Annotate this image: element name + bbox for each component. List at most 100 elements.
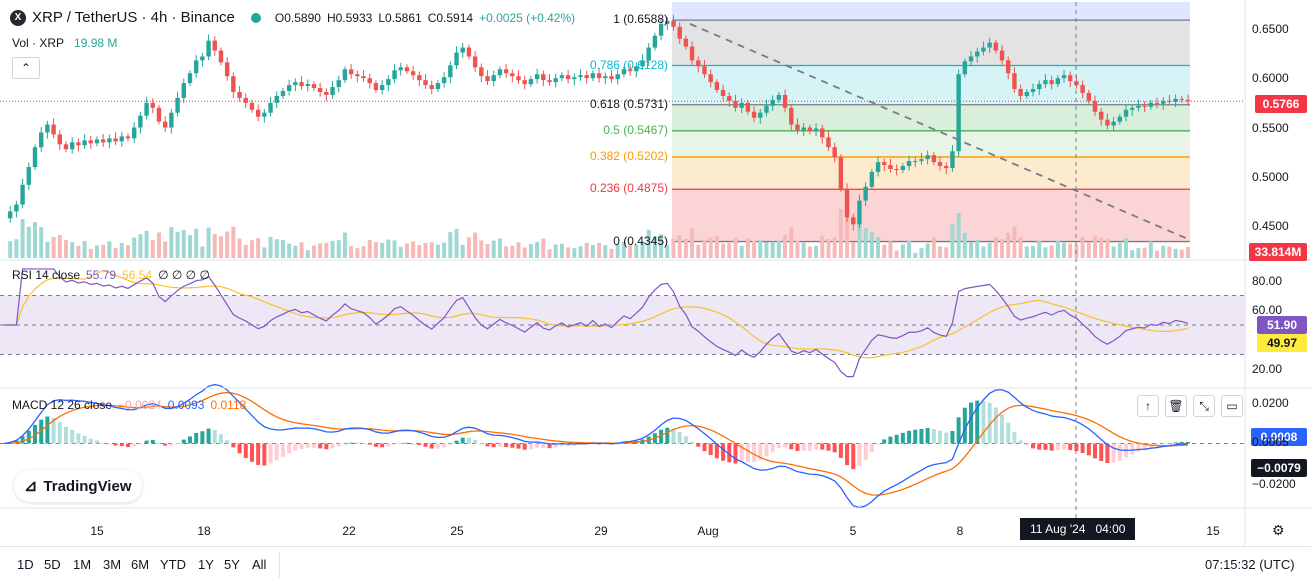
volume-bar [659,234,664,258]
macd-histogram-bar [510,443,515,448]
candle-body [491,75,496,82]
macd-histogram-bar [975,400,980,444]
macd-histogram-bar [256,443,261,465]
rsi-extra-values: ∅ ∅ ∅ ∅ [158,268,210,282]
candle-body [758,112,763,118]
candle-body [522,80,527,85]
macd-histogram-bar [311,443,316,448]
volume-bar [987,243,992,258]
candle-body [541,74,546,81]
candle-body [813,128,819,132]
candle-body [882,162,887,166]
timeframe-button-6m[interactable]: 6M [131,557,150,572]
macd-histogram-bar [1080,443,1085,454]
candle-body [1049,80,1054,85]
candle-body [1179,98,1185,100]
volume-bar [287,243,292,258]
move-up-button[interactable]: ↑ [1137,395,1159,417]
rsi-label[interactable]: RSI 14 close [12,268,81,282]
more-pane-button[interactable]: ▭ [1221,395,1243,417]
candle-body [820,128,825,138]
timeframe-button-all[interactable]: All [252,557,267,572]
collapse-legend-button[interactable]: ⌃ [12,57,40,79]
volume-bar [435,244,440,258]
candle-body [330,87,335,95]
xrp-logo-icon: X [10,9,26,26]
candle-body [789,107,794,125]
candle-body [559,75,565,79]
candle-body [956,74,961,152]
candle-body [125,136,131,139]
candle-body [937,162,943,167]
volume-bar [1173,248,1178,258]
rsi-tick: 80.00 [1252,273,1283,288]
volume-bar [218,236,223,258]
volume-bar [8,241,13,258]
fib-zones [672,2,1190,243]
volume-bar [57,235,62,258]
price-tick: 0.4500 [1252,219,1289,234]
timeframe-button-1y[interactable]: 1Y [198,557,214,572]
timeframe-button-1d[interactable]: 1D [17,557,34,572]
timeframe-button-ytd[interactable]: YTD [160,557,186,572]
macd-label[interactable]: MACD 12 26 close [12,398,113,412]
candle-body [1099,111,1104,120]
volume-label[interactable]: Vol · XRP [12,36,65,50]
volume-bar [1105,238,1110,258]
settings-gear-icon[interactable]: ⚙ [1272,522,1285,538]
volume-bar [752,240,757,258]
utc-clock[interactable]: 07:15:32 (UTC) [1205,557,1295,572]
candle-body [218,50,224,63]
candle-body [119,136,124,142]
time-label: 29 [594,524,608,538]
maximize-pane-button[interactable]: ⤡ [1193,395,1215,417]
volume-bar [187,235,192,258]
volume-bar [82,241,87,258]
candle-body [851,217,856,225]
volume-bar [907,241,912,258]
volume-bar [367,240,372,258]
candle-body [150,102,155,108]
candle-body [45,124,50,133]
volume-bar [690,228,695,258]
macd-histogram-bar [504,443,509,448]
rsi-tick: 60.00 [1252,303,1283,318]
macd-histogram-bar [956,417,961,444]
timeframe-button-3m[interactable]: 3M [103,557,122,572]
timeframe-button-1m[interactable]: 1M [73,557,92,572]
volume-bar [733,238,738,258]
candle-body [348,69,354,75]
symbol-title[interactable]: XRP / TetherUS · 4h · Binance [32,9,235,26]
macd-histogram-bar [125,443,130,448]
delete-pane-button[interactable]: 🗑 [1165,395,1187,417]
volume-bar [466,237,471,258]
volume-bar [1080,236,1085,258]
volume-bar [20,219,25,258]
candle-body [14,204,19,212]
volume-bar [758,240,763,258]
candle-body [702,66,707,75]
candle-body [311,84,317,89]
candle-body [708,74,713,83]
timeframe-button-5y[interactable]: 5Y [224,557,240,572]
volume-bar [280,240,285,258]
candle-body [162,121,168,128]
volume-bar [876,237,881,258]
volume-bar [138,234,143,258]
volume-bar [336,240,341,258]
macd-histogram-bar [838,443,843,458]
macd-histogram-bar [70,429,75,444]
macd-histogram-bar [1142,443,1147,450]
macd-histogram-bar [987,402,992,444]
volume-bar [621,242,626,258]
volume-bar [460,245,465,258]
volume-bar [324,242,329,258]
candle-body [367,78,372,84]
volume-bar [975,240,980,258]
candle-body [386,79,391,86]
tradingview-watermark[interactable]: ⊿ TradingView [14,470,142,502]
timeframe-button-5d[interactable]: 5D [44,557,61,572]
macd-histogram-bar [919,428,924,444]
macd-histogram-bar [1006,422,1011,444]
